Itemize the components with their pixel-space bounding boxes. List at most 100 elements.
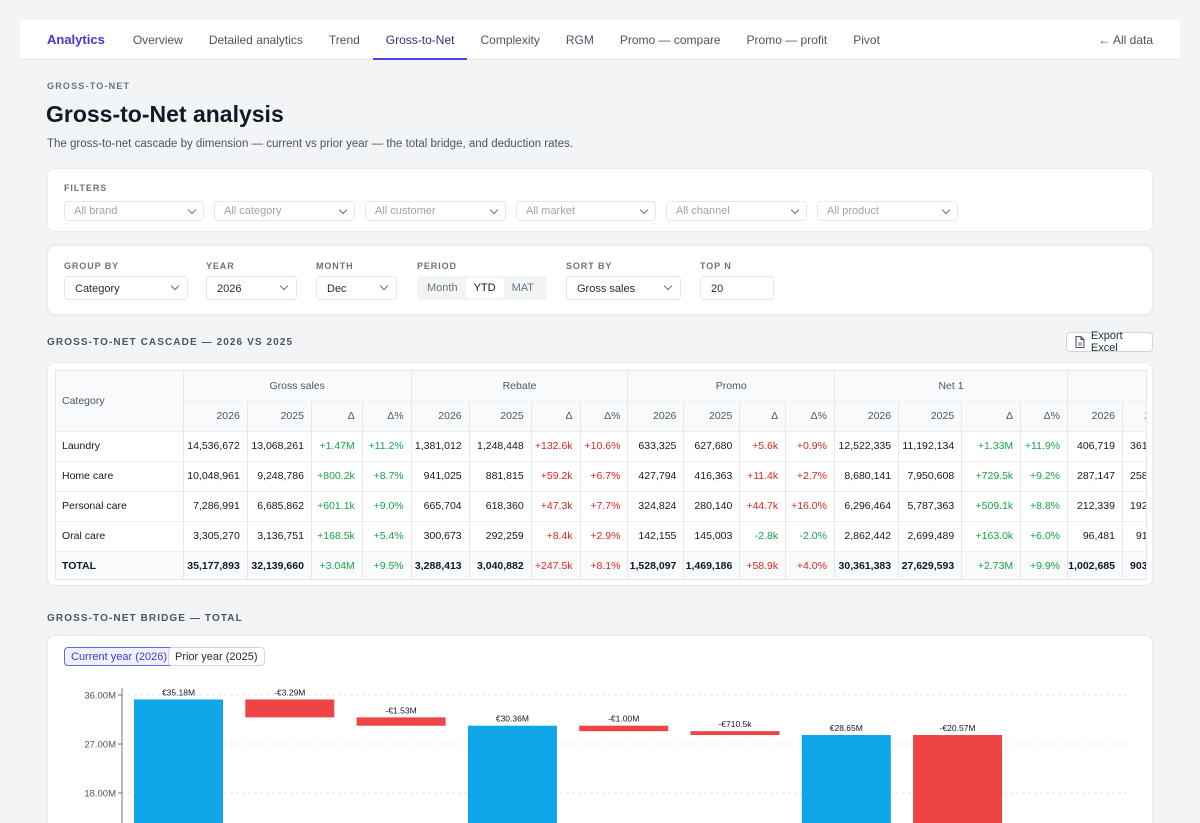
table-cell: +4.0% [785, 551, 835, 579]
filter-brand[interactable]: All brand [64, 201, 204, 221]
cascade-table-container[interactable]: Category Gross sales Rebate Promo Net 1 … [55, 370, 1147, 580]
chevron-down-icon [170, 281, 180, 291]
page-subtitle: The gross-to-net cascade by dimension — … [47, 138, 574, 150]
table-cell: 324,824 [627, 491, 685, 522]
subheader-cell[interactable]: 2026 [1067, 401, 1123, 432]
top-n-input[interactable]: 20 [700, 276, 774, 300]
table-cell: +729.5k [961, 461, 1022, 492]
toggle-prior-year[interactable]: Prior year (2025) [168, 647, 265, 666]
all-data-link[interactable]: ← All data [1098, 32, 1153, 47]
bar-value-label: -€3.29M [274, 687, 305, 697]
tab-rgm[interactable]: RGM [565, 32, 594, 47]
filter-category[interactable]: All category [214, 201, 355, 221]
subheader-cell[interactable]: Δ [531, 401, 581, 432]
row-label: TOTAL [56, 551, 184, 579]
subheader-cell[interactable]: 2025 [247, 401, 312, 432]
sort-by-select[interactable]: Gross sales [566, 276, 681, 300]
table-cell: 280,140 [683, 491, 741, 522]
month-select[interactable]: Dec [316, 276, 397, 300]
cascade-section-title: GROSS-TO-NET CASCADE — 2026 VS 2025 [47, 337, 294, 348]
row-label: Personal care [56, 491, 184, 522]
bridge-chart: 36.00M 27.00M 18.00M €35.18M -€3.29M -€1.53M €… [84, 687, 1127, 823]
subheader-cell[interactable]: 2025 [683, 401, 741, 432]
tab-overview[interactable]: Overview [132, 32, 183, 47]
period-ytd[interactable]: YTD [465, 278, 504, 298]
subheader-cell[interactable]: Δ% [1020, 401, 1069, 432]
table-row: Oral care 3,305,270 3,136,751 +168.5k +5.4% 3… [56, 521, 1146, 552]
period-month[interactable]: Month [427, 282, 458, 294]
table-cell: 12,522,335 [834, 431, 900, 462]
table-cell: 142,155 [627, 521, 685, 552]
year-select[interactable]: 2026 [206, 276, 297, 300]
chevron-down-icon [279, 281, 289, 291]
table-cell: 416,363 [683, 461, 741, 492]
tab-promo-compare[interactable]: Promo — compare [619, 32, 721, 47]
subheader-cell[interactable]: Δ [739, 401, 787, 432]
subheader-cell[interactable]: 2025 [1122, 401, 1146, 432]
table-cell: 192,407 [1122, 491, 1146, 522]
table-cell: 665,704 [411, 491, 470, 522]
filter-channel[interactable]: All channel [666, 201, 807, 221]
tab-promo-profit[interactable]: Promo — profit [746, 32, 828, 47]
deduction-bar[interactable] [245, 699, 335, 718]
subheader-cell[interactable]: 2025 [469, 401, 532, 432]
table-cell: +6.7% [580, 461, 629, 492]
subheader-cell[interactable]: 2026 [183, 401, 248, 432]
table-cell: 7,950,608 [898, 461, 963, 492]
brand-logo[interactable]: Analytics [47, 32, 105, 47]
subheader-cell[interactable]: 2026 [834, 401, 900, 432]
chevron-down-icon [639, 205, 649, 215]
subheader-cell[interactable]: Δ% [362, 401, 412, 432]
y-tick-label: 18.00M [84, 789, 116, 800]
subheader-cell[interactable]: Δ [961, 401, 1022, 432]
subheader-cell[interactable]: Δ [311, 401, 363, 432]
table-row: Home care 10,048,961 9,248,786 +800.2k +8.7%… [56, 461, 1146, 492]
chevron-down-icon [663, 281, 673, 291]
period-mat[interactable]: MAT [511, 282, 534, 294]
tab-pivot[interactable]: Pivot [853, 32, 880, 47]
table-cell: +9.9% [1020, 551, 1069, 579]
export-excel-button[interactable]: Export Excel [1066, 330, 1153, 354]
deduction-bar[interactable] [579, 725, 669, 732]
filter-customer[interactable]: All customer [365, 201, 506, 221]
subheader-cell[interactable]: Δ% [785, 401, 835, 432]
deduction-bar[interactable] [356, 717, 446, 726]
filter-market-value: All market [526, 205, 575, 217]
table-cell: 427,794 [627, 461, 685, 492]
table-cell: +2.7% [785, 461, 835, 492]
total-bar[interactable] [134, 699, 223, 823]
table-cell: 3,040,882 [469, 551, 532, 579]
tab-gross-to-net[interactable]: Gross-to-Net [372, 20, 468, 60]
subheader-cell[interactable]: Δ% [580, 401, 629, 432]
top-n-label: TOP N [700, 261, 732, 271]
filter-category-value: All category [224, 205, 282, 217]
filter-product[interactable]: All product [817, 201, 958, 221]
deduction-bar[interactable] [690, 731, 780, 736]
group-by-label: GROUP BY [64, 261, 120, 271]
tab-trend[interactable]: Trend [328, 32, 360, 47]
toggle-current-year[interactable]: Current year (2026) [64, 647, 174, 666]
table-cell: +6.0% [1020, 521, 1069, 552]
group-by-value: Category [75, 283, 120, 295]
subheader-cell[interactable]: 2025 [898, 401, 963, 432]
subheader-cell[interactable]: 2026 [411, 401, 470, 432]
period-segmented-control: Month YTD MAT [417, 276, 547, 300]
total-bar[interactable] [801, 735, 891, 823]
row-label: Oral care [56, 521, 184, 552]
table-cell: 1,248,448 [469, 431, 532, 462]
group-by-select[interactable]: Category [64, 276, 188, 300]
table-cell: 292,259 [469, 521, 532, 552]
deduction-bar[interactable] [913, 735, 1003, 823]
sort-by-label: SORT BY [566, 261, 613, 271]
filter-market[interactable]: All market [516, 201, 656, 221]
table-cell: +5.4% [362, 521, 412, 552]
category-header[interactable]: Category [56, 371, 184, 432]
tab-complexity[interactable]: Complexity [480, 32, 540, 47]
period-label: PERIOD [417, 261, 457, 271]
table-cell: 361,417 [1122, 431, 1146, 462]
table-cell: 7,286,991 [183, 491, 248, 522]
total-bar[interactable] [467, 725, 557, 823]
tab-detailed-analytics[interactable]: Detailed analytics [208, 32, 303, 47]
subheader-cell[interactable]: 2026 [627, 401, 685, 432]
table-cell: 300,673 [411, 521, 470, 552]
